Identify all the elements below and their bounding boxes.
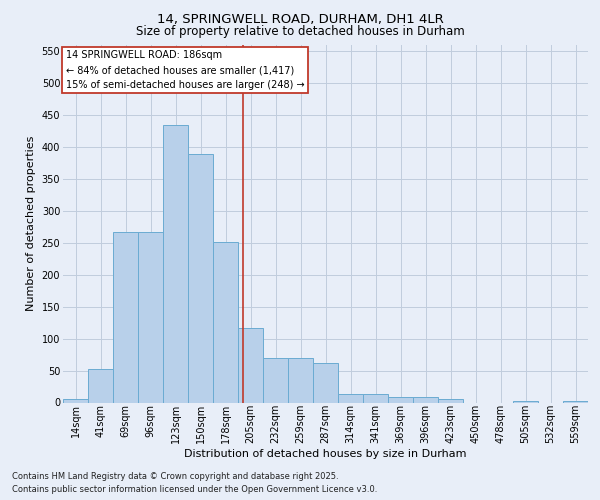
Bar [238, 328, 263, 402]
Bar [88, 370, 113, 402]
Text: Contains public sector information licensed under the Open Government Licence v3: Contains public sector information licen… [12, 485, 377, 494]
Bar [263, 358, 288, 403]
Bar [188, 154, 213, 402]
Y-axis label: Number of detached properties: Number of detached properties [26, 136, 36, 312]
Bar [513, 400, 538, 402]
Bar [163, 125, 188, 402]
Text: Contains HM Land Registry data © Crown copyright and database right 2025.: Contains HM Land Registry data © Crown c… [12, 472, 338, 481]
Bar [413, 398, 438, 402]
Bar [338, 394, 363, 402]
Bar [563, 400, 588, 402]
Text: 14, SPRINGWELL ROAD, DURHAM, DH1 4LR: 14, SPRINGWELL ROAD, DURHAM, DH1 4LR [157, 12, 443, 26]
Bar [138, 232, 163, 402]
Bar [213, 242, 238, 402]
Bar [438, 398, 463, 402]
Text: 14 SPRINGWELL ROAD: 186sqm
← 84% of detached houses are smaller (1,417)
15% of s: 14 SPRINGWELL ROAD: 186sqm ← 84% of deta… [65, 50, 304, 90]
Text: Size of property relative to detached houses in Durham: Size of property relative to detached ho… [136, 25, 464, 38]
Bar [388, 398, 413, 402]
Bar [113, 232, 138, 402]
Bar [313, 363, 338, 403]
Bar [63, 400, 88, 402]
Bar [288, 358, 313, 403]
X-axis label: Distribution of detached houses by size in Durham: Distribution of detached houses by size … [184, 449, 467, 459]
Bar [363, 394, 388, 402]
